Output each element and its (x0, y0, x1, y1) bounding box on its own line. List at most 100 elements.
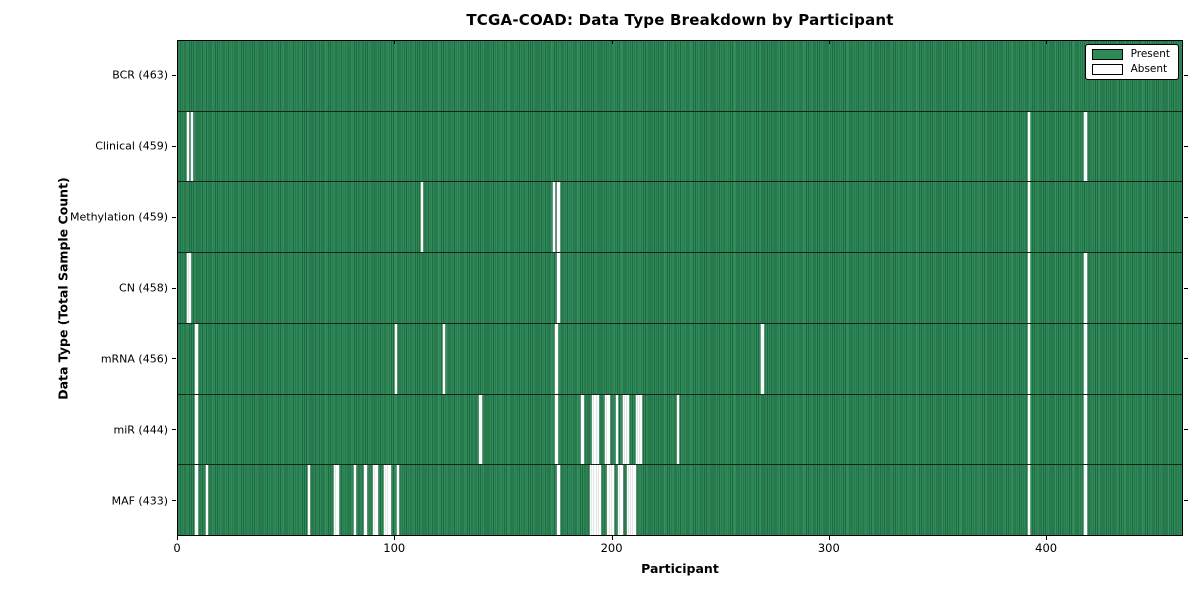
absent-bar (308, 465, 311, 536)
legend-entry-absent: Absent (1091, 63, 1170, 76)
x-tick (828, 536, 830, 540)
absent-bar (1028, 111, 1031, 182)
row-maf (178, 464, 1182, 536)
absent-bar (386, 465, 389, 536)
y-tick (1184, 216, 1188, 218)
y-tick (172, 500, 176, 502)
y-tick (172, 74, 176, 76)
absent-bar (620, 465, 623, 536)
y-tick (1184, 429, 1188, 431)
x-tick-label: 100 (383, 541, 406, 555)
absent-bar (1028, 253, 1031, 323)
absent-bar (420, 182, 424, 253)
x-tick (611, 536, 613, 540)
absent-bar (353, 465, 356, 536)
y-tick-label-cn: CN (458) (119, 281, 168, 295)
heatmap-rows (178, 41, 1182, 536)
absent-bar (592, 394, 595, 465)
absent-bar (594, 465, 597, 536)
absent-bar (631, 465, 634, 536)
absent-bar (605, 394, 608, 465)
absent-bar (375, 465, 378, 536)
absent-bar (635, 394, 638, 465)
absent-bar (598, 465, 601, 536)
y-tick-label-clinical: Clinical (459) (95, 139, 168, 153)
absent-bar (479, 394, 482, 465)
absent-bar (557, 253, 560, 323)
row-mrna (178, 322, 1182, 394)
y-tick-label-bcr: BCR (463) (112, 68, 168, 82)
absent-bar (596, 465, 599, 536)
row-cn (178, 252, 1182, 323)
absent-bar (397, 465, 400, 536)
y-tick-label-mrna: mRNA (456) (100, 352, 168, 366)
chart-title: TCGA-COAD: Data Type Breakdown by Partic… (466, 11, 894, 29)
absent-bar (594, 394, 597, 465)
absent-bar (637, 394, 640, 465)
absent-bar (626, 465, 630, 536)
absent-bar (761, 323, 764, 394)
absent-bar (626, 394, 630, 465)
x-tick-top (177, 40, 178, 44)
absent-bar (1028, 182, 1031, 253)
y-tick (172, 145, 176, 147)
absent-bar (206, 465, 209, 536)
absent-bar (195, 394, 198, 465)
y-tick (172, 287, 176, 289)
y-tick-label-maf: MAF (433) (111, 494, 168, 508)
absent-bar (624, 394, 627, 465)
y-tick (1184, 358, 1188, 360)
y-tick (1184, 145, 1188, 147)
absent-bar (639, 394, 643, 465)
y-tick (1184, 500, 1188, 502)
legend-entry-present: Present (1091, 49, 1170, 60)
row-clinical (178, 110, 1182, 182)
x-tick-top (611, 40, 613, 44)
x-tick-label: 400 (1035, 541, 1058, 555)
y-tick-label-mir: miR (444) (113, 423, 169, 437)
x-tick-label: 300 (817, 541, 840, 555)
absent-bar (195, 465, 198, 536)
absent-bar (607, 394, 610, 465)
absent-bar (186, 253, 189, 323)
absent-bar (557, 182, 560, 253)
x-tick (1046, 536, 1048, 540)
absent-bar (1084, 111, 1087, 182)
absent-bar (394, 323, 398, 394)
x-tick-top (394, 40, 396, 44)
y-tick (172, 216, 176, 218)
x-tick (394, 536, 396, 540)
absent-bar (186, 111, 189, 182)
y-tick (1184, 74, 1188, 76)
absent-bar (1084, 394, 1087, 465)
absent-bar (1028, 323, 1031, 394)
absent-bar (1084, 465, 1087, 536)
y-tick-label-methylation: Methylation (459) (70, 210, 168, 224)
y-tick (1184, 287, 1188, 289)
x-tick-label: 0 (173, 541, 181, 555)
absent-bar (555, 323, 558, 394)
x-axis-label: Participant (641, 561, 719, 576)
absent-bar (334, 465, 337, 536)
absent-bar (442, 323, 445, 394)
legend-swatch-present (1091, 49, 1123, 60)
row-methylation (178, 181, 1182, 253)
legend-label-absent: Absent (1130, 63, 1168, 76)
absent-bar (364, 465, 367, 536)
absent-bar (384, 465, 387, 536)
absent-bar (553, 182, 556, 253)
legend-swatch-absent (1091, 64, 1123, 75)
absent-bar (557, 465, 560, 536)
absent-bar (676, 394, 679, 465)
absent-bar (590, 465, 593, 536)
absent-bar (596, 394, 599, 465)
absent-bar (191, 111, 194, 182)
absent-bar (336, 465, 339, 536)
x-tick (177, 536, 178, 540)
absent-bar (609, 465, 612, 536)
x-tick-top (828, 40, 830, 44)
absent-bar (555, 394, 558, 465)
absent-bar (622, 394, 625, 465)
absent-bar (1028, 394, 1031, 465)
